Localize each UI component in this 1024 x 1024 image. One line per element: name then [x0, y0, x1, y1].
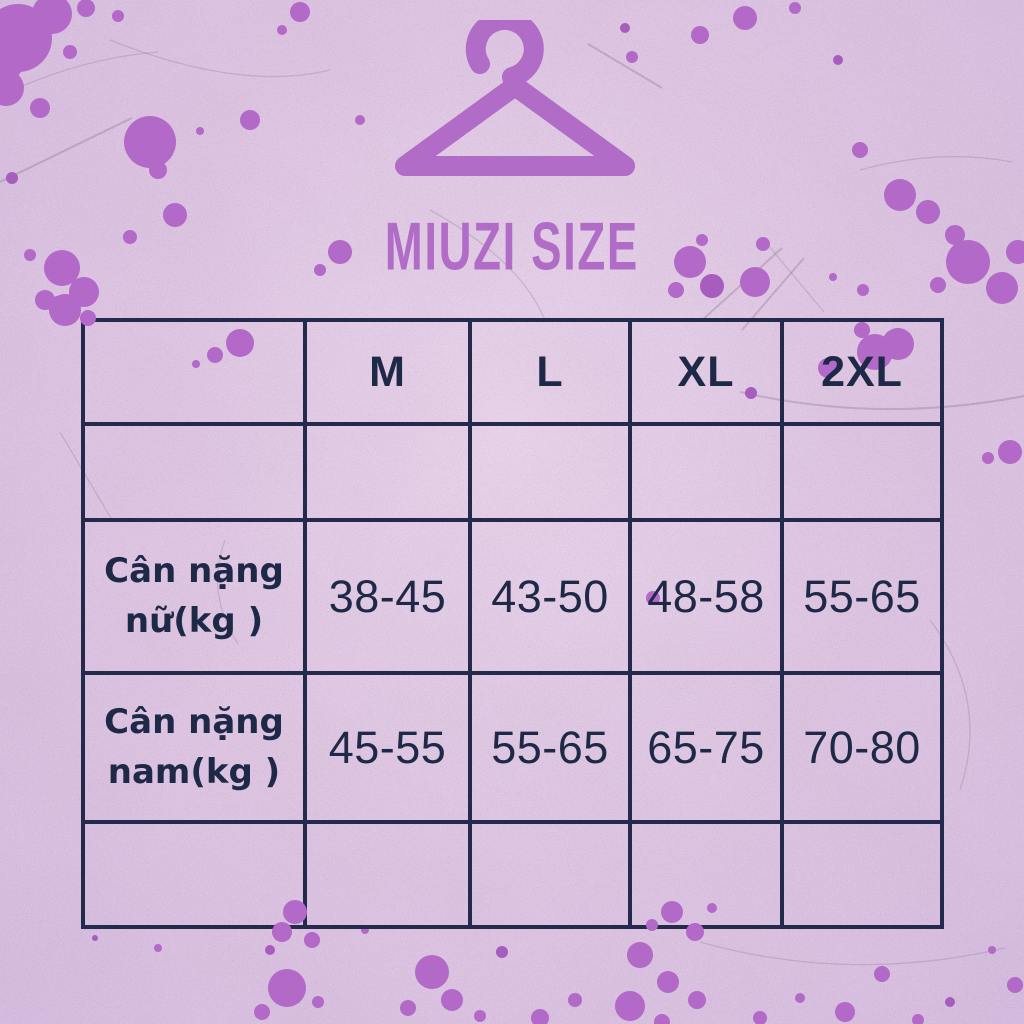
row-label-empty-top — [85, 426, 307, 522]
col-header-empty — [85, 322, 307, 426]
cell-empty-bottom-2xl — [784, 824, 940, 925]
cell-men-xl: 65-75 — [632, 675, 784, 824]
cell-women-m: 38-45 — [307, 522, 472, 675]
col-header-l: L — [472, 322, 632, 426]
col-header-2xl: 2XL — [784, 322, 940, 426]
row-label-empty-bottom — [85, 824, 307, 925]
hanger-icon — [395, 20, 635, 176]
row-label-men-weight: Cân nặng nam(kg ) — [85, 675, 307, 824]
cell-empty-top-m — [307, 426, 472, 522]
cell-empty-bottom-m — [307, 824, 472, 925]
row-label-women-weight: Cân nặng nữ(kg ) — [85, 522, 307, 675]
cell-empty-top-xl — [632, 426, 784, 522]
cell-empty-top-2xl — [784, 426, 940, 522]
brand-title: MIUZI SIZE — [384, 209, 640, 285]
cell-empty-bottom-xl — [632, 824, 784, 925]
cell-women-l: 43-50 — [472, 522, 632, 675]
cell-men-l: 55-65 — [472, 675, 632, 824]
cell-women-2xl: 55-65 — [784, 522, 940, 675]
cell-empty-bottom-l — [472, 824, 632, 925]
cell-empty-top-l — [472, 426, 632, 522]
size-table: M L XL 2XL Cân nặng nữ(kg ) 38-45 43-50 … — [81, 318, 944, 929]
cell-men-m: 45-55 — [307, 675, 472, 824]
brand-header: MIUZI SIZE — [0, 0, 1024, 300]
col-header-m: M — [307, 322, 472, 426]
cell-women-xl: 48-58 — [632, 522, 784, 675]
cell-men-2xl: 70-80 — [784, 675, 940, 824]
col-header-xl: XL — [632, 322, 784, 426]
